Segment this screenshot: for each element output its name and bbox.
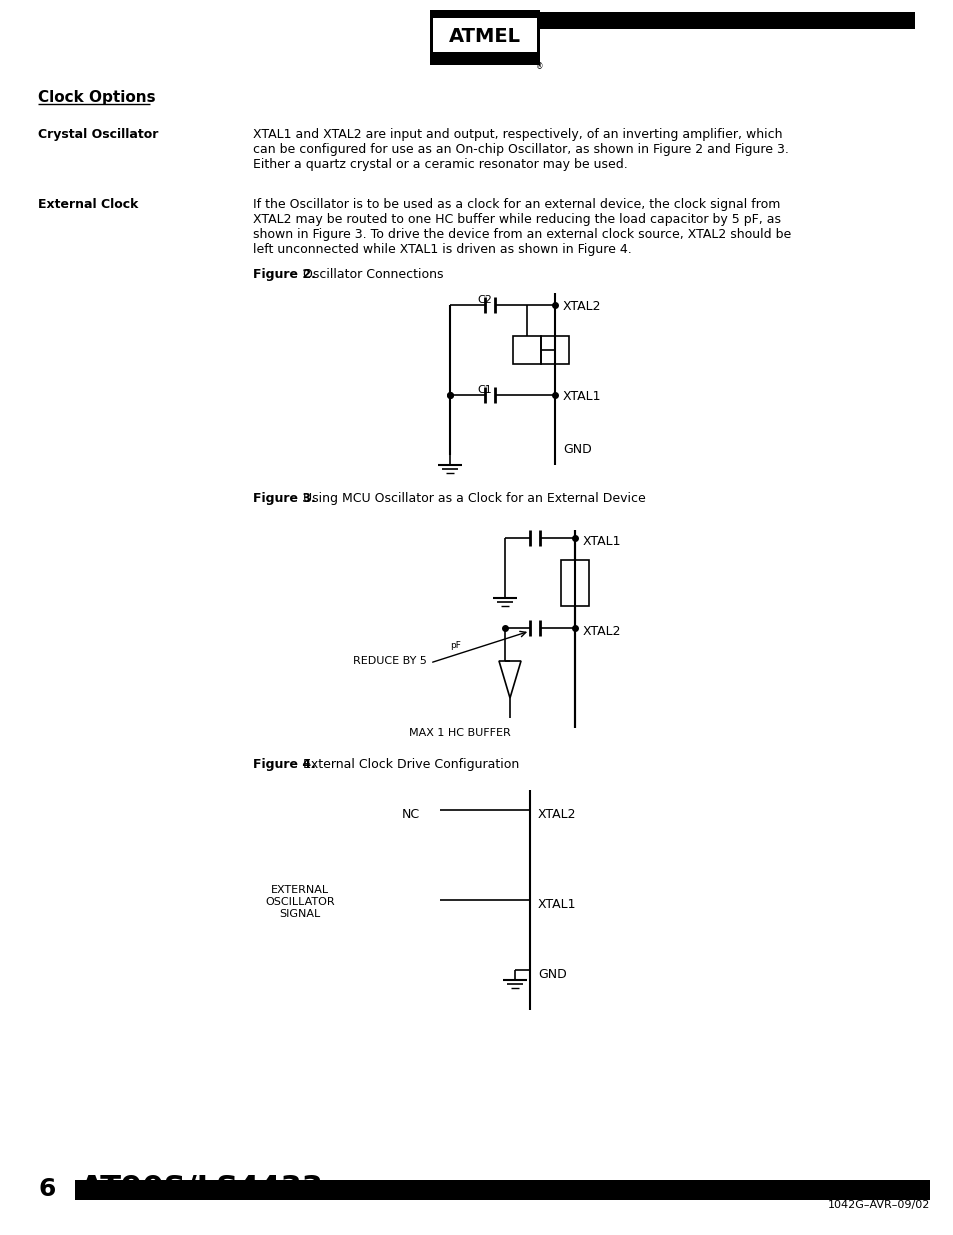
Text: Using MCU Oscillator as a Clock for an External Device: Using MCU Oscillator as a Clock for an E… — [294, 492, 645, 505]
Text: GND: GND — [537, 968, 566, 981]
Text: shown in Figure 3. To drive the device from an external clock source, XTAL2 shou: shown in Figure 3. To drive the device f… — [253, 228, 790, 241]
Text: GND: GND — [562, 443, 591, 456]
Text: 1042G–AVR–09/02: 1042G–AVR–09/02 — [827, 1200, 929, 1210]
Bar — [535, 12, 914, 28]
Text: Figure 2.: Figure 2. — [253, 268, 315, 282]
Text: XTAL1: XTAL1 — [562, 390, 601, 403]
Text: can be configured for use as an On-chip Oscillator, as shown in Figure 2 and Fig: can be configured for use as an On-chip … — [253, 143, 788, 156]
Text: XTAL1 and XTAL2 are input and output, respectively, of an inverting amplifier, w: XTAL1 and XTAL2 are input and output, re… — [253, 128, 781, 141]
Bar — [430, 10, 539, 65]
Text: C2: C2 — [476, 295, 492, 305]
Text: pF: pF — [450, 641, 460, 650]
Text: C1: C1 — [476, 385, 491, 395]
Bar — [433, 14, 537, 59]
Bar — [75, 1179, 929, 1200]
Text: ATMEL: ATMEL — [449, 27, 520, 47]
Text: OSCILLATOR: OSCILLATOR — [265, 897, 335, 906]
Text: EXTERNAL: EXTERNAL — [271, 885, 329, 895]
Text: MAX 1 HC BUFFER: MAX 1 HC BUFFER — [409, 727, 511, 739]
Text: XTAL2: XTAL2 — [537, 808, 576, 821]
Text: External Clock: External Clock — [38, 198, 138, 211]
Text: Clock Options: Clock Options — [38, 90, 155, 105]
Text: AT90S/LS4433: AT90S/LS4433 — [80, 1174, 323, 1203]
Text: Crystal Oscillator: Crystal Oscillator — [38, 128, 158, 141]
Text: If the Oscillator is to be used as a clock for an external device, the clock sig: If the Oscillator is to be used as a clo… — [253, 198, 780, 211]
Text: Either a quartz crystal or a ceramic resonator may be used.: Either a quartz crystal or a ceramic res… — [253, 158, 627, 170]
Text: XTAL2: XTAL2 — [582, 625, 620, 638]
Bar — [430, 52, 539, 65]
Text: XTAL1: XTAL1 — [582, 535, 620, 548]
Bar — [513, 336, 540, 364]
Text: XTAL1: XTAL1 — [537, 898, 576, 911]
Text: XTAL2 may be routed to one HC buffer while reducing the load capacitor by 5 pF, : XTAL2 may be routed to one HC buffer whi… — [253, 212, 781, 226]
Text: 6: 6 — [38, 1177, 55, 1200]
Text: NC: NC — [401, 808, 419, 821]
Bar — [540, 336, 568, 364]
Text: REDUCE BY 5: REDUCE BY 5 — [353, 656, 426, 666]
Text: External Clock Drive Configuration: External Clock Drive Configuration — [294, 758, 518, 771]
Text: left unconnected while XTAL1 is driven as shown in Figure 4.: left unconnected while XTAL1 is driven a… — [253, 243, 631, 256]
Text: Oscillator Connections: Oscillator Connections — [294, 268, 443, 282]
Text: SIGNAL: SIGNAL — [279, 909, 320, 919]
Bar — [430, 10, 539, 19]
Bar — [560, 559, 588, 606]
Text: Figure 3.: Figure 3. — [253, 492, 315, 505]
Text: ®: ® — [536, 62, 543, 70]
Text: XTAL2: XTAL2 — [562, 300, 601, 312]
Text: Figure 4.: Figure 4. — [253, 758, 315, 771]
